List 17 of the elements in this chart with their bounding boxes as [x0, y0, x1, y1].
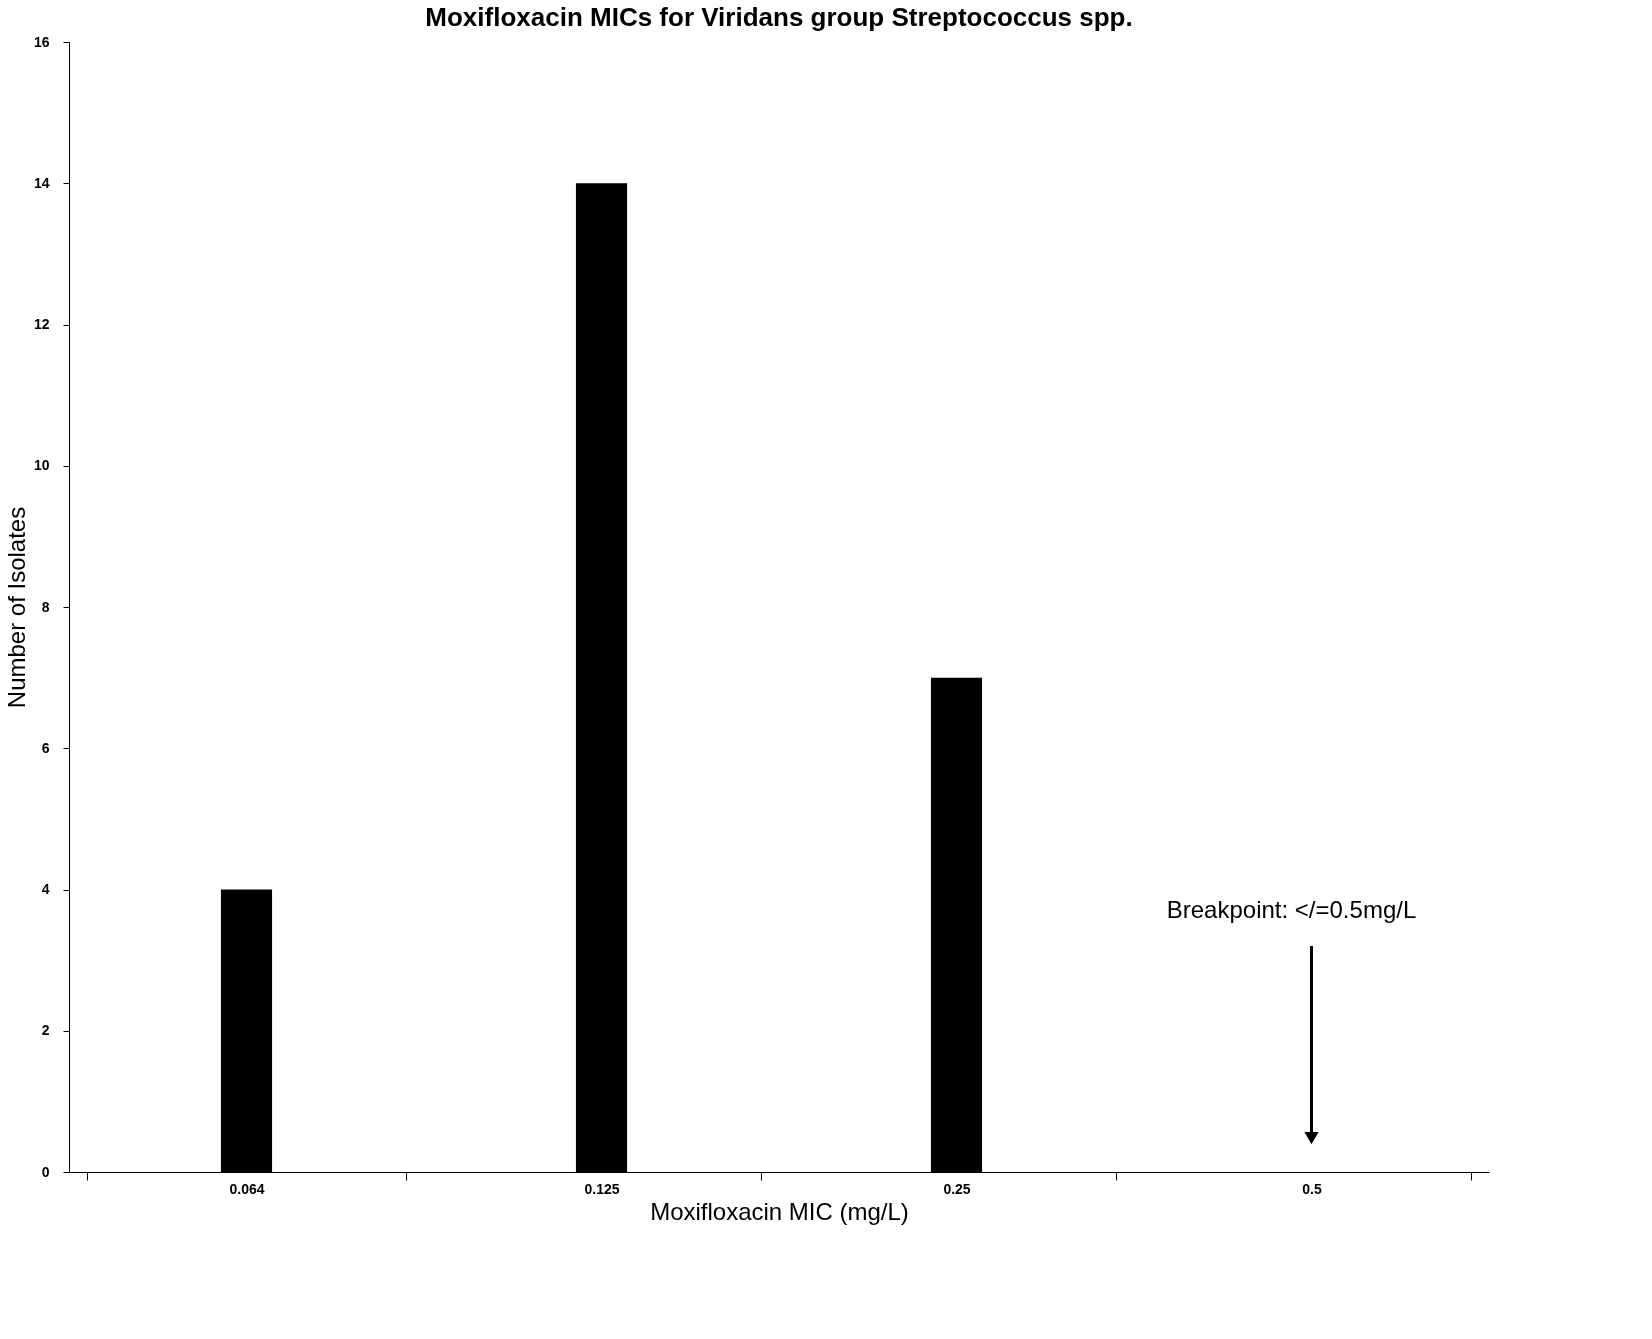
- y-tick-label: 4: [41, 881, 50, 897]
- x-axis-title: Moxifloxacin MIC (mg/L): [650, 1197, 909, 1225]
- y-tick-label: 12: [33, 316, 50, 332]
- x-tick-label: 0.25: [943, 1180, 971, 1197]
- y-axis-title: Number of Isolates: [2, 506, 30, 709]
- y-tick-label: 8: [41, 598, 50, 615]
- x-tick-label: 0.125: [584, 1180, 620, 1197]
- y-tick-label: 14: [33, 174, 50, 191]
- y-tick-label: 6: [41, 739, 50, 756]
- x-tick-label: 0.5: [1302, 1180, 1322, 1197]
- y-tick-label: 10: [33, 457, 50, 474]
- annotation: Breakpoint: </=0.5mg/L: [1166, 896, 1417, 924]
- x-tick-label: 0.064: [229, 1180, 265, 1197]
- y-tick-label: 16: [33, 33, 50, 50]
- y-tick-label: 0: [41, 1163, 50, 1180]
- y-tick-label: 2: [41, 1022, 50, 1039]
- chart-title: Moxifloxacin MICs for Viridans group Streptococcus spp.: [425, 2, 1133, 32]
